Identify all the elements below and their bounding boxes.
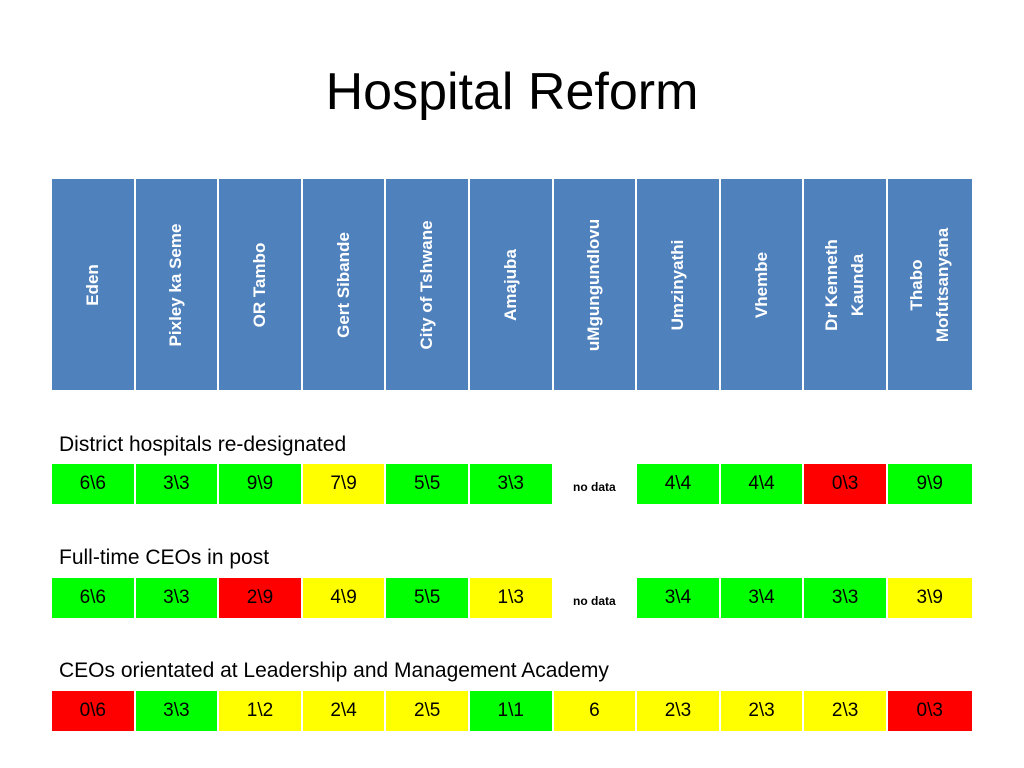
slide-title: Hospital Reform bbox=[325, 63, 699, 121]
status-cell-green: 9\9 bbox=[887, 464, 972, 504]
status-cell-green: 3\4 bbox=[720, 578, 805, 618]
section-label-ceos-orientated: CEOs orientated at Leadership and Manage… bbox=[59, 659, 609, 682]
status-cell-green: 6\6 bbox=[52, 578, 136, 618]
status-cell-green: 3\3 bbox=[469, 464, 554, 504]
status-cell-green: 3\4 bbox=[637, 578, 721, 618]
status-cell-yellow: 2\3 bbox=[804, 691, 888, 731]
section-label-ceos-in-post: Full-time CEOs in post bbox=[59, 546, 270, 569]
status-cell-red: 0\3 bbox=[804, 464, 888, 504]
status-cell-yellow: 6 bbox=[553, 691, 638, 731]
ceos-orientated-row: 0\6 3\3 1\2 2\4 2\5 1\1 6 2\3 2\3 2\3 0\3 bbox=[52, 691, 972, 731]
district-header-thabo-mofutsanyana: Thabo Mofutsanyana bbox=[887, 179, 972, 390]
status-cell-yellow: 2\5 bbox=[386, 691, 470, 731]
district-header-city-of-tshwane: City of Tshwane bbox=[386, 179, 470, 390]
district-header-label: Thabo Mofutsanyana bbox=[906, 227, 952, 342]
status-cell-green: 5\5 bbox=[386, 464, 470, 504]
status-cell-red: 0\3 bbox=[887, 691, 972, 731]
status-cell-green: 4\4 bbox=[637, 464, 721, 504]
district-header-label: Pixley ka Seme bbox=[166, 223, 186, 346]
district-header-label: Dr Kenneth Kaunda bbox=[822, 238, 868, 331]
district-header-eden: Eden bbox=[52, 179, 136, 390]
status-cell-green: 9\9 bbox=[219, 464, 303, 504]
status-cell-green: 3\3 bbox=[135, 691, 220, 731]
district-header-label: OR Tambo bbox=[249, 242, 269, 327]
status-cell-green: 3\3 bbox=[135, 464, 220, 504]
district-header-dr-kenneth-kaunda: Dr Kenneth Kaunda bbox=[804, 179, 888, 390]
status-cell-green: 3\3 bbox=[135, 578, 220, 618]
status-cell-yellow: 1\3 bbox=[469, 578, 554, 618]
ceos-in-post-row: 6\6 3\3 2\9 4\9 5\5 1\3 no data 3\4 3\4 3\3 3\9 bbox=[52, 578, 972, 618]
district-header-or-tambo: OR Tambo bbox=[219, 179, 303, 390]
status-cell-yellow: 7\9 bbox=[302, 464, 387, 504]
section-label-district-hospitals: District hospitals re-designated bbox=[59, 433, 347, 456]
status-cell-yellow: 2\3 bbox=[637, 691, 721, 731]
district-header-label: uMgungundlovu bbox=[584, 218, 604, 351]
status-cell-green: 3\3 bbox=[804, 578, 888, 618]
district-header-vhembe: Vhembe bbox=[720, 179, 805, 390]
district-header-label: Umzinyathi bbox=[667, 239, 687, 330]
status-cell-red: 2\9 bbox=[219, 578, 303, 618]
district-header-gert-sibande: Gert Sibande bbox=[302, 179, 387, 390]
no-data-cell: no data bbox=[553, 464, 638, 504]
district-header-row: Eden Pixley ka Seme OR Tambo Gert Siband… bbox=[52, 179, 972, 390]
district-header-umzinyathi: Umzinyathi bbox=[637, 179, 721, 390]
status-cell-yellow: 2\4 bbox=[302, 691, 387, 731]
district-header-umgungundlovu: uMgungundlovu bbox=[553, 179, 638, 390]
district-header-pixley-ka-seme: Pixley ka Seme bbox=[135, 179, 220, 390]
status-cell-red: 0\6 bbox=[52, 691, 136, 731]
district-header-label: Amajuba bbox=[500, 248, 520, 321]
no-data-cell: no data bbox=[553, 578, 638, 618]
status-cell-green: 6\6 bbox=[52, 464, 136, 504]
status-cell-yellow: 3\9 bbox=[887, 578, 972, 618]
district-header-label: Eden bbox=[82, 263, 102, 306]
status-cell-green: 4\4 bbox=[720, 464, 805, 504]
status-cell-yellow: 4\9 bbox=[302, 578, 387, 618]
status-cell-yellow: 1\2 bbox=[219, 691, 303, 731]
district-header-amajuba: Amajuba bbox=[469, 179, 554, 390]
status-cell-green: 5\5 bbox=[386, 578, 470, 618]
district-hospitals-row: 6\6 3\3 9\9 7\9 5\5 3\3 no data 4\4 4\4 0\3 9\9 bbox=[52, 464, 972, 504]
district-header-label: Vhembe bbox=[751, 251, 771, 318]
district-header-label: Gert Sibande bbox=[333, 231, 353, 338]
district-header-label: City of Tshwane bbox=[417, 219, 437, 350]
status-cell-green: 1\1 bbox=[469, 691, 554, 731]
status-cell-yellow: 2\3 bbox=[720, 691, 805, 731]
